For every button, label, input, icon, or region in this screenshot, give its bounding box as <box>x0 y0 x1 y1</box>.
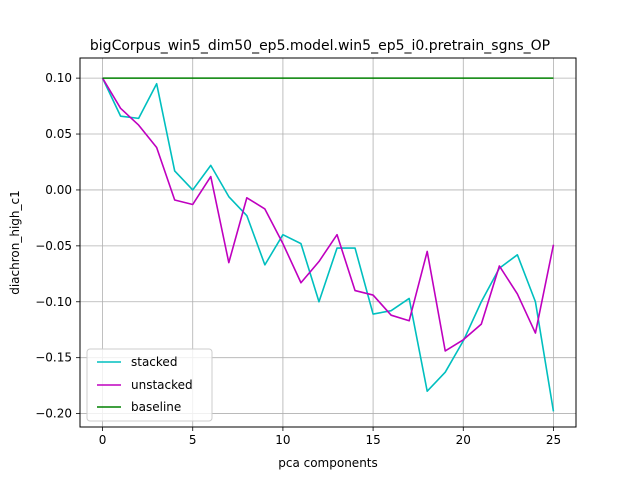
y-tick-label: 0.05 <box>45 127 72 141</box>
chart-title: bigCorpus_win5_dim50_ep5.model.win5_ep5_… <box>90 38 550 54</box>
legend: stacked unstacked baseline <box>86 348 213 422</box>
y-axis-ticks: 0.10 0.05 0.00 −0.05 −0.10 −0.15 −0.20 <box>35 71 80 421</box>
x-tick-label: 25 <box>546 433 561 447</box>
legend-label-baseline: baseline <box>131 400 181 414</box>
legend-label-unstacked: unstacked <box>131 378 193 392</box>
x-axis-label: pca components <box>278 456 378 470</box>
series-line-stacked <box>101 77 555 412</box>
x-tick-label: 15 <box>365 433 380 447</box>
y-axis-label: diachron_high_c1 <box>8 190 22 295</box>
y-tick-label: −0.10 <box>35 295 72 309</box>
y-tick-label: 0.00 <box>45 183 72 197</box>
plot-frame <box>79 57 577 428</box>
x-tick-label: 0 <box>99 433 107 447</box>
y-tick-label: −0.20 <box>35 407 72 421</box>
x-tick-label: 5 <box>189 433 197 447</box>
series-line-unstacked <box>101 77 555 352</box>
x-tick-label: 10 <box>275 433 290 447</box>
x-tick-label: 20 <box>456 433 471 447</box>
x-axis-ticks: 0 5 10 15 20 25 <box>99 427 561 447</box>
y-tick-label: −0.05 <box>35 239 72 253</box>
legend-box <box>86 348 213 422</box>
y-tick-label: 0.10 <box>45 71 72 85</box>
series-lines <box>101 77 555 412</box>
legend-label-stacked: stacked <box>131 355 177 369</box>
y-tick-label: −0.15 <box>35 351 72 365</box>
